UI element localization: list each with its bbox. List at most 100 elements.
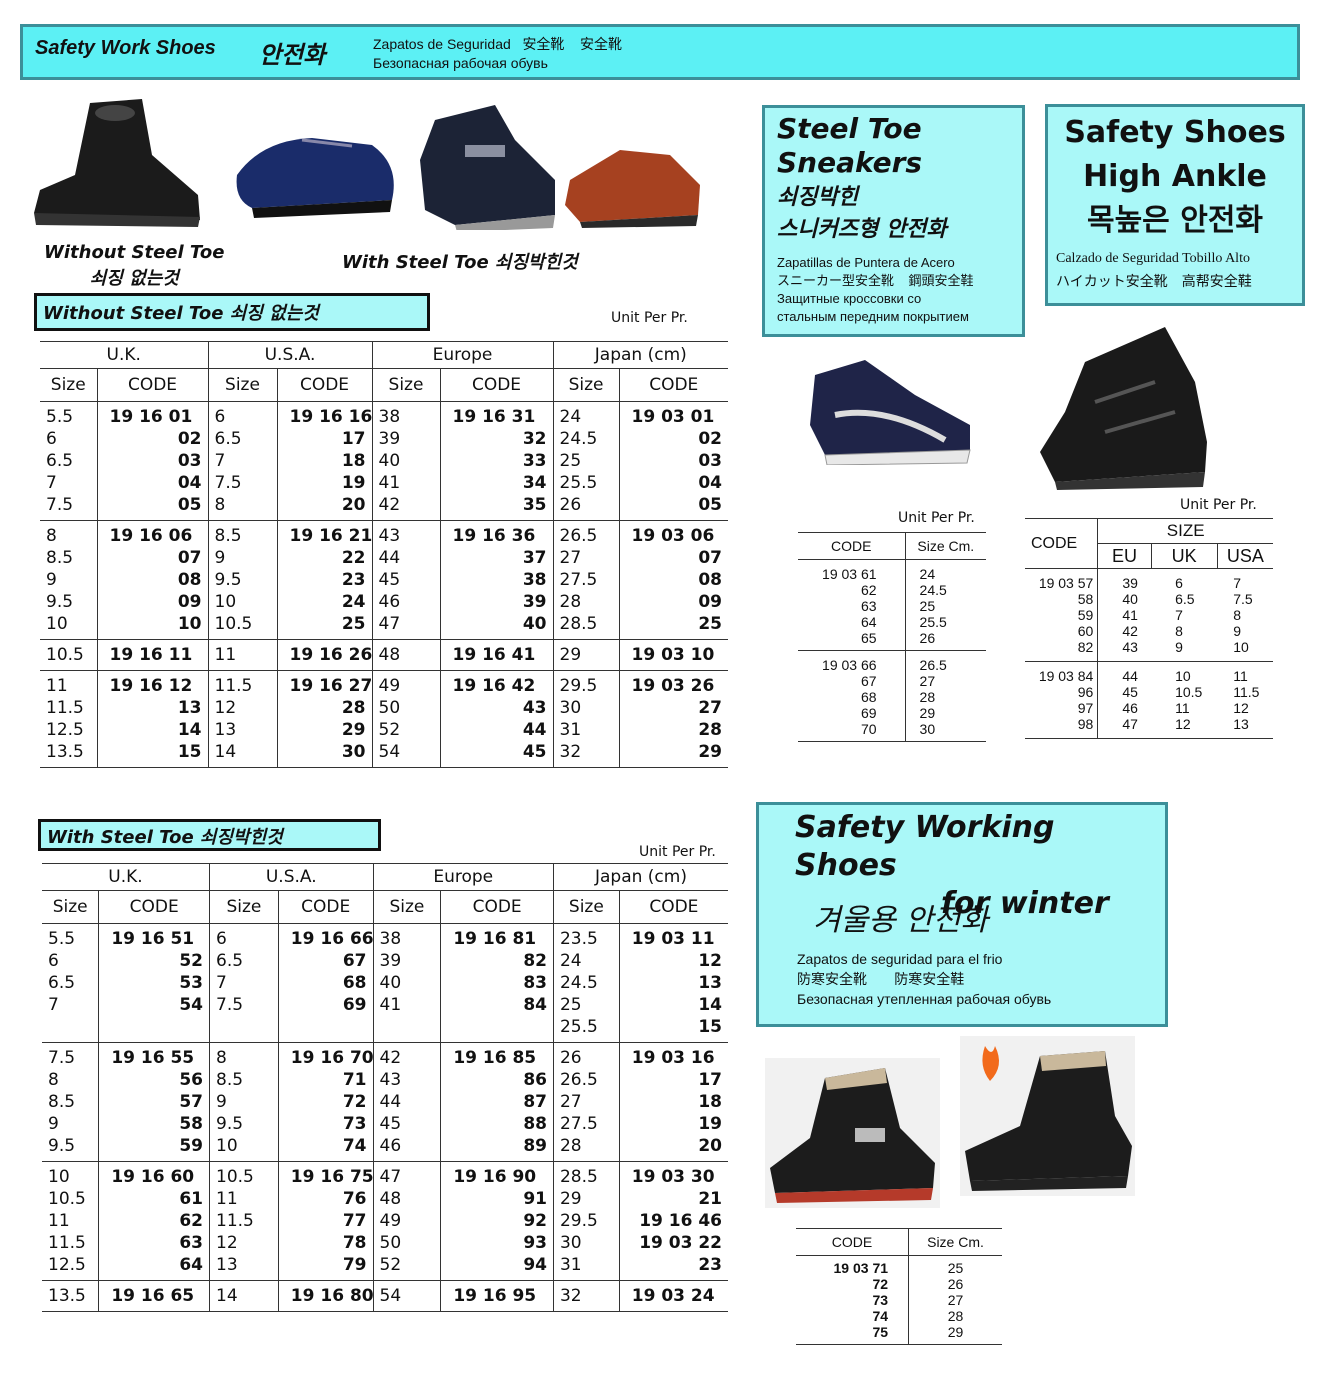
high-ankle-title-ko: 목높은 안전화 — [1086, 203, 1264, 238]
product-code: 07 — [698, 548, 723, 568]
shoe-size: 44 — [379, 1092, 402, 1112]
shoe-size: 10 — [216, 1136, 238, 1156]
shoe-size: 47 — [379, 1167, 402, 1187]
code-cell: 19 16 41 — [439, 639, 554, 671]
sneakers-spanish: Zapatillas de Puntera de Acero — [777, 255, 955, 270]
shoe-size: 30 — [559, 1233, 582, 1253]
product-code: 82 — [523, 951, 547, 971]
sneakers-title-ko: 쇠징박힌 — [777, 185, 858, 210]
high-ankle-title-2: High Ankle — [1083, 159, 1267, 194]
table-row-group: 8 8.5 9 9.5 10 19 16 06 07 08 09 10 8.5 9 9.5 10 10.5 1… — [40, 520, 729, 640]
shoe-size: 8 — [214, 495, 226, 515]
product-code: 19 16 01 — [109, 407, 193, 427]
sneakers-title: Steel Toe — [777, 112, 922, 145]
size-cell: 26 26.5 27 27.5 28 — [552, 1042, 620, 1162]
shoe-size: 9.5 — [46, 592, 74, 612]
subtitle-chinese: 安全靴 — [580, 36, 622, 52]
size-cell: 11.5 12 13 14 — [207, 670, 277, 768]
product-code: 18 — [341, 451, 366, 471]
shoe-size: 9 — [46, 570, 57, 590]
product-code: 39 — [522, 592, 547, 612]
region-header-row: U.K. U.S.A. Europe Japan (cm) — [42, 863, 728, 891]
code-cell: 19 16 26 — [276, 639, 372, 671]
shoe-size: 26 — [559, 1048, 582, 1068]
product-code: 19 16 95 — [453, 1286, 537, 1306]
shoe-size: 6.5 — [48, 973, 76, 993]
code-cell: 19 16 60 61 62 63 64 — [98, 1161, 210, 1281]
shoe-size: 10.5 — [214, 614, 253, 634]
region-header: Europe — [371, 341, 554, 369]
shoe-size: 28 — [919, 689, 936, 705]
shoe-size: 26.5 — [559, 526, 598, 546]
code-cell: 19 16 16 17 18 19 20 — [276, 401, 372, 521]
shoe-size: 11.5 — [1233, 684, 1260, 700]
shoe-size: 42 — [379, 1048, 402, 1068]
table-row-group: 19 03 84 96 97 98 44 45 46 47 10 10.5 11 12 11 11.5 12… — [1025, 661, 1273, 739]
product-code: 97 — [1029, 700, 1094, 716]
product-code: 19 16 31 — [452, 407, 536, 427]
shoe-size: 14 — [214, 742, 237, 762]
product-code: 37 — [522, 548, 547, 568]
product-code: 09 — [698, 592, 723, 612]
size-cell: 26.5 27 27.5 28 28.5 — [552, 520, 620, 640]
code-cell: 19 16 12 13 14 15 — [96, 670, 208, 768]
region-header: U.S.A. — [207, 341, 372, 369]
product-code: 09 — [177, 592, 202, 612]
code-suffix: 97 — [1077, 700, 1094, 716]
code-cell: 19 16 95 — [440, 1280, 554, 1312]
shoe-size: 13 — [214, 720, 237, 740]
size-column-header: Size — [371, 368, 440, 402]
caption-with-steel-toe: With Steel Toe 쇠징박힌것 — [342, 252, 578, 273]
shoe-size: 7.5 — [48, 1048, 76, 1068]
subtitle-spanish: Zapatos de Seguridad — [373, 36, 511, 52]
size-column-header: Size — [372, 890, 441, 924]
winter-boot-photo-2 — [960, 1036, 1135, 1196]
product-code: 19 — [698, 1114, 722, 1134]
code-cell: 19 16 51 52 53 54 — [98, 923, 210, 1043]
size-cell: 14 — [209, 1280, 279, 1312]
product-code: 19 03 10 — [631, 645, 715, 665]
unit-label: Unit Per Pr. — [611, 310, 688, 326]
shoe-size: 26.5 — [919, 657, 947, 673]
table-row-group: 5.5 6 6.5 7 7.5 19 16 01 02 03 04 05 6 6.5 7 7.5 8 19 1… — [40, 401, 729, 521]
product-code: 19 16 81 — [453, 929, 537, 949]
shoe-size: 46 — [1122, 700, 1138, 716]
size-cell: 11 — [207, 639, 277, 671]
size-column-header: Size — [207, 368, 277, 402]
product-code: 19 16 21 — [289, 526, 373, 546]
product-code: 19 16 46 — [639, 1211, 722, 1231]
shoe-size: 8 — [46, 526, 57, 546]
code-prefix: 19 03 — [1038, 575, 1074, 591]
subtitle-russian: Безопасная рабочая обувь — [373, 55, 548, 71]
code-cell: 19 16 75 76 77 78 79 — [277, 1161, 374, 1281]
code-column-header: CODE — [618, 368, 729, 402]
caption-en: Without Steel Toe — [44, 242, 225, 263]
shoe-size: 27.5 — [559, 570, 598, 590]
shoe-size: 27 — [559, 548, 582, 568]
product-code: 61 — [179, 1189, 203, 1209]
winter-boot-photo-1 — [765, 1058, 940, 1208]
product-code: 84 — [523, 995, 547, 1015]
winter-title-2: for winter — [941, 886, 1109, 921]
region-header: U.K. — [108, 867, 143, 887]
shoe-size: 27.5 — [559, 1114, 598, 1134]
shoe-size: 11 — [46, 676, 68, 696]
shoe-size: 45 — [379, 1114, 402, 1134]
product-code: 98 — [1029, 716, 1094, 732]
product-code: 75 — [872, 1324, 889, 1340]
winter-chinese: 防寒安全鞋 — [894, 971, 965, 987]
product-code: 19 03 26 — [631, 676, 715, 696]
product-code: 28 — [341, 698, 366, 718]
code-column-header: CODE — [796, 1228, 910, 1256]
shoe-size: 39 — [1122, 575, 1138, 591]
shoe-size: 9 — [1175, 639, 1183, 655]
shoe-size: 25 — [919, 598, 936, 614]
code-cell: 19 03 16 17 18 19 20 — [618, 1042, 728, 1162]
shoe-size: 38 — [379, 929, 402, 949]
shoe-size: 10 — [46, 614, 68, 634]
high-ankle-box: Safety Shoes High Ankle 목높은 안전화 Calzado … — [1045, 104, 1305, 306]
product-code: 19 03 84 — [1029, 668, 1094, 684]
shoe-size: 10.5 — [46, 645, 84, 665]
high-ankle-chinese: 高帮安全鞋 — [1181, 275, 1252, 290]
product-code: 19 16 11 — [109, 645, 193, 665]
